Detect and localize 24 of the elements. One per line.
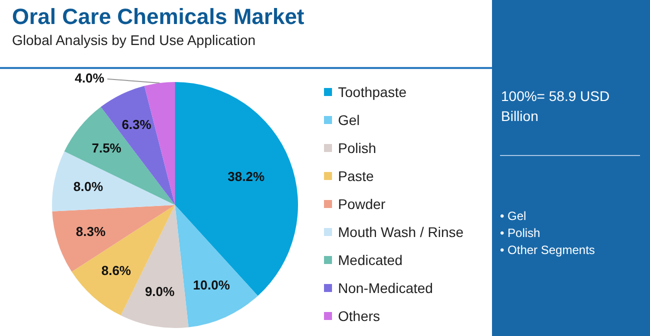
data-label: 8.6% <box>101 262 132 278</box>
legend-label: Toothpaste <box>338 84 406 100</box>
legend-label: Gel <box>338 112 360 128</box>
legend-label: Mouth Wash / Rinse <box>338 224 464 240</box>
data-label: 6.3% <box>122 116 152 132</box>
data-label: 38.2% <box>228 169 265 184</box>
data-label: 8.3% <box>76 224 106 239</box>
text: 100%= 58.9 USD Billion <box>501 87 611 126</box>
legend-label: Powder <box>338 196 386 212</box>
chart-title: Oral Care Chemicals Market <box>12 4 304 30</box>
legend-label: Polish <box>338 140 376 156</box>
data-label: 9.0% <box>144 284 176 299</box>
legend-label: Medicated <box>338 252 403 268</box>
data-label: 7.5% <box>92 140 122 156</box>
data-label: 8.0% <box>73 179 104 194</box>
data-label: 10.0% <box>193 277 230 292</box>
legend-label: Paste <box>338 168 374 184</box>
text: • Other Segments <box>500 242 595 259</box>
text: • Polish <box>500 225 542 242</box>
legend-label: Others <box>338 308 380 324</box>
chart-subtitle: Global Analysis by End Use Application <box>12 32 256 48</box>
legend-label: Non-Medicated <box>338 280 433 296</box>
text: • Gel <box>500 208 528 225</box>
data-label: 4.0% <box>74 70 105 86</box>
